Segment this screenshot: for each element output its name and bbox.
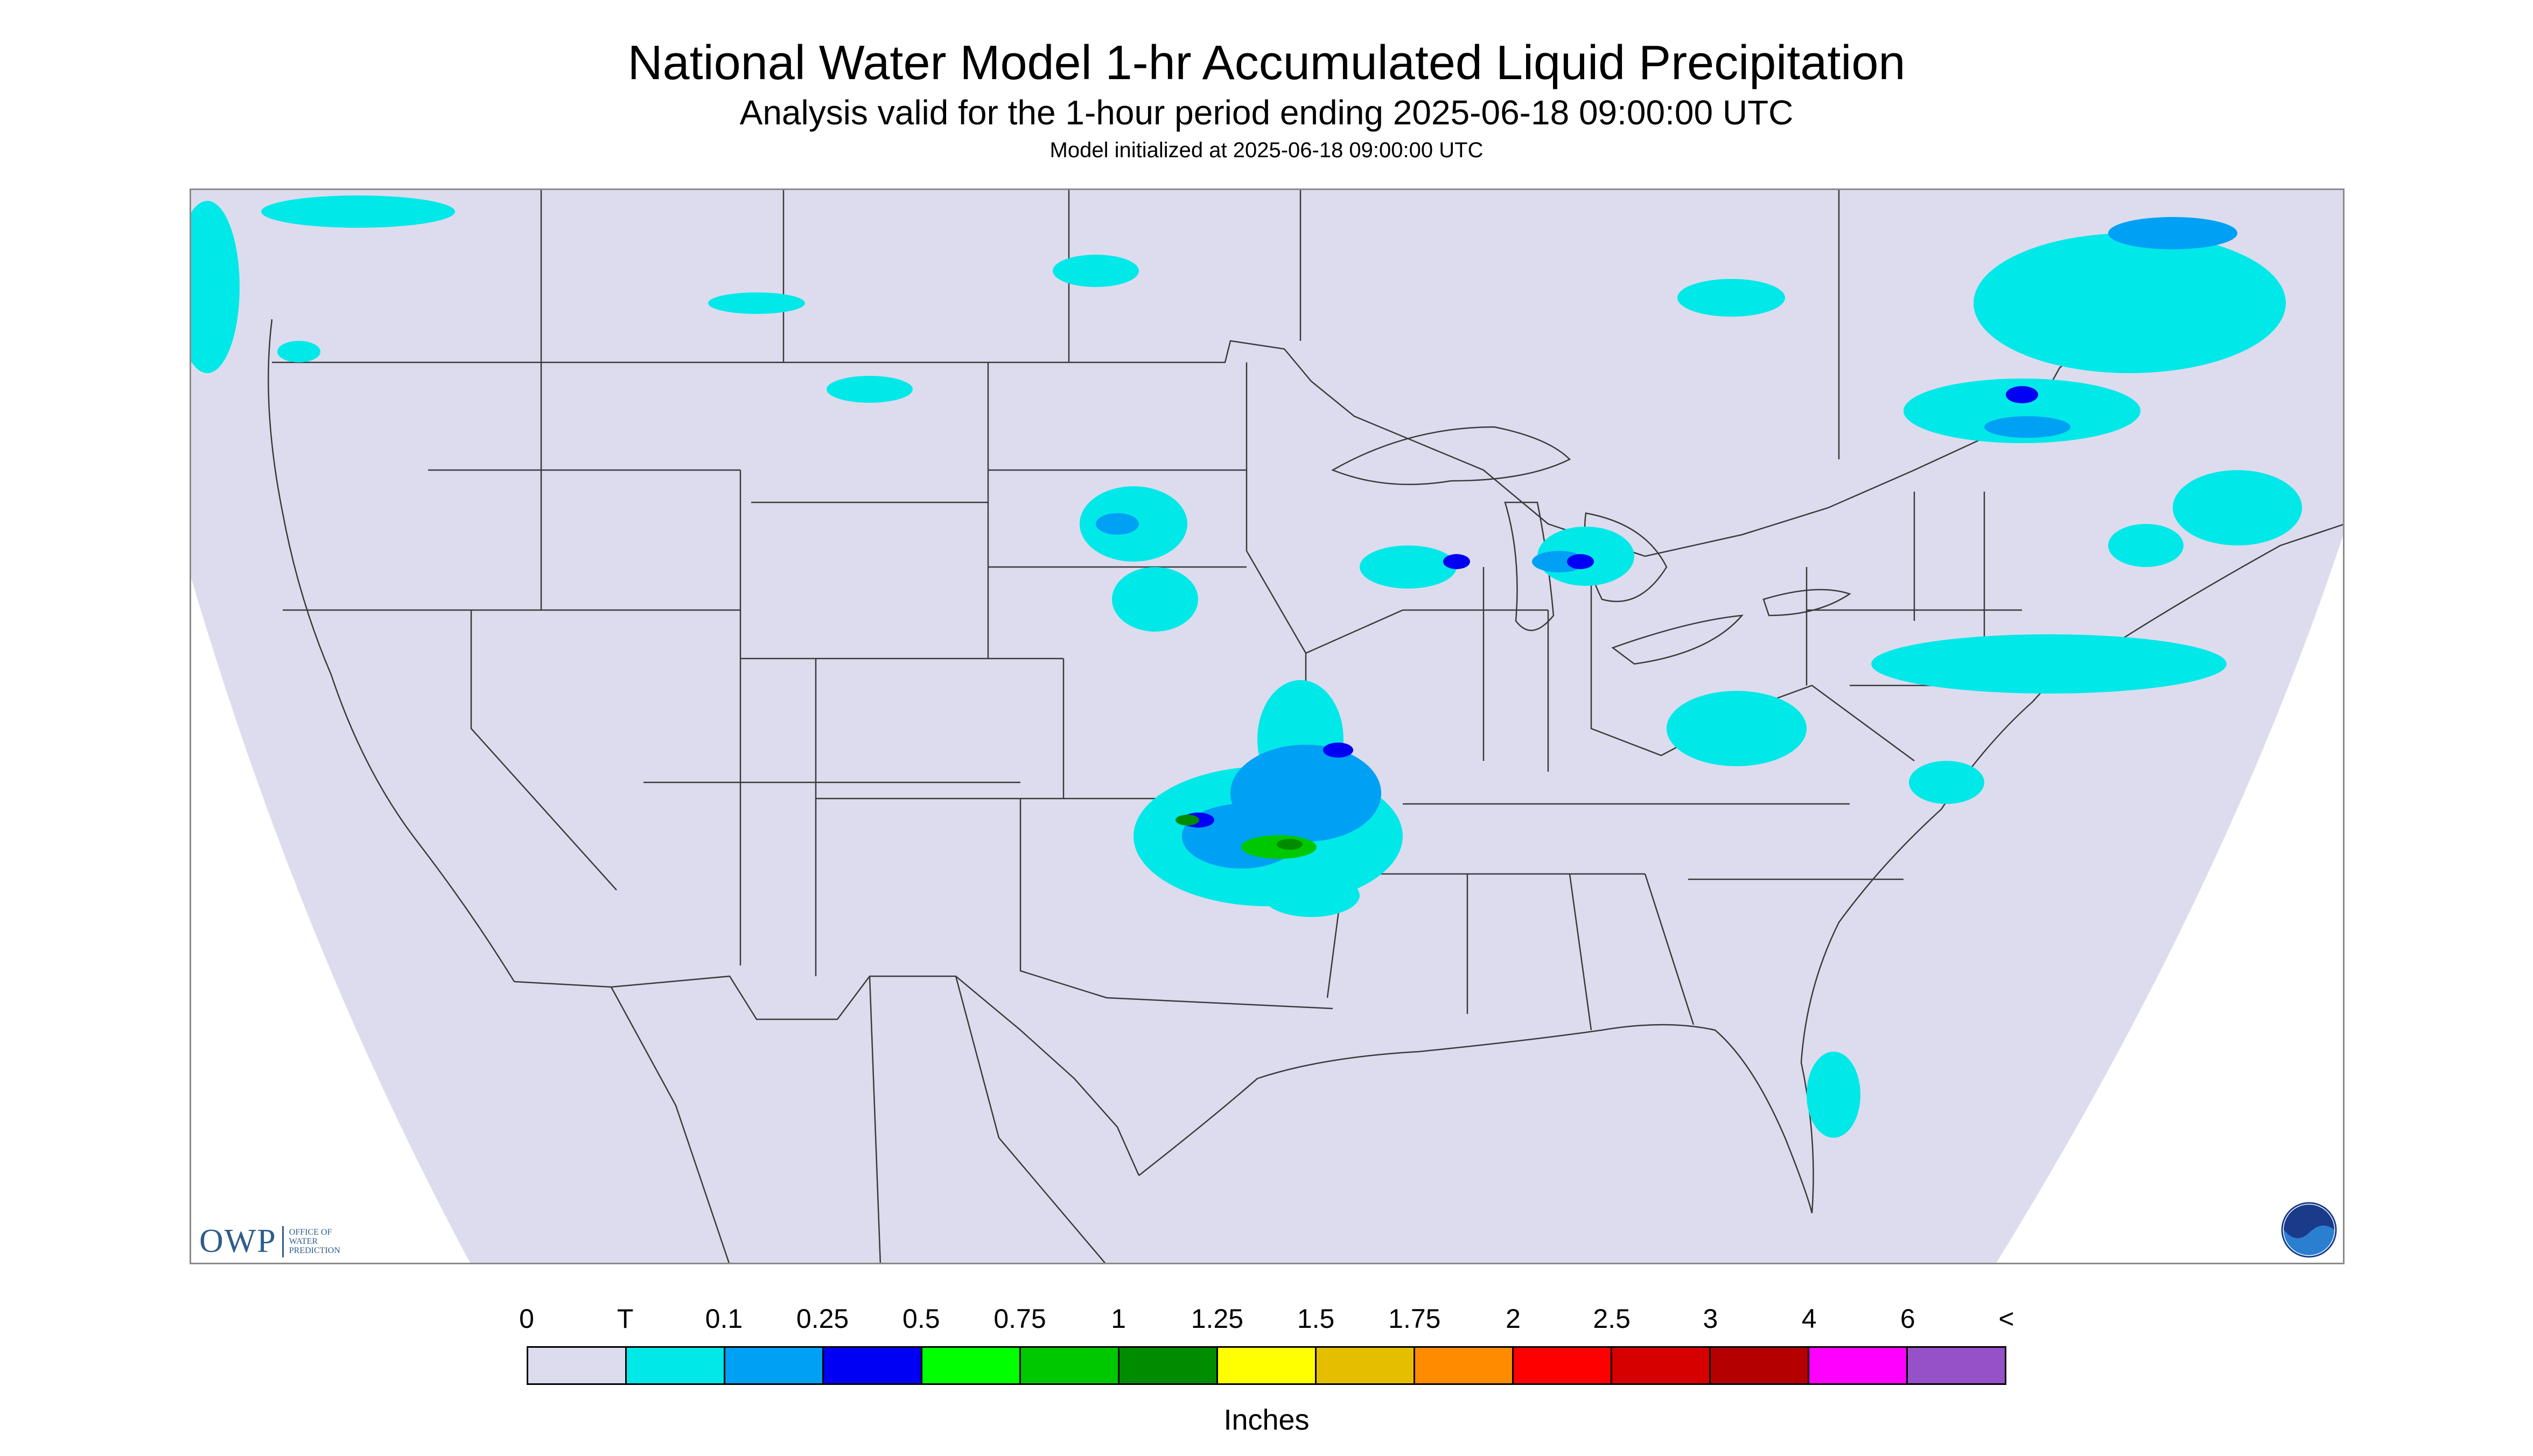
colorbar-tick-label: 6 (1900, 1304, 1915, 1334)
colorbar-tick-label: 2 (1506, 1304, 1521, 1334)
colorbar-tick-label: T (617, 1304, 634, 1334)
colorbar-swatch (1415, 1348, 1514, 1383)
legend-units: Inches (1223, 1404, 1310, 1436)
colorbar-swatch (528, 1348, 627, 1383)
precip-areas (191, 195, 2302, 1138)
map-canvas (191, 190, 2343, 1263)
colorbar-swatch (1119, 1348, 1218, 1383)
precip-colorbar (527, 1346, 2006, 1385)
colorbar-tick-label: 2.5 (1593, 1304, 1631, 1334)
colorbar-swatch (922, 1348, 1021, 1383)
colorbar-swatch (627, 1348, 725, 1383)
colorbar-tick-label: 0.75 (993, 1304, 1046, 1334)
colorbar-tick-label: 0.5 (902, 1304, 940, 1334)
noaa-logo-icon (2281, 1202, 2337, 1258)
colorbar-tick-label: 4 (1801, 1304, 1817, 1334)
owp-full-name: OFFICE OF WATER PREDICTION (289, 1228, 340, 1255)
west-coast (268, 319, 515, 982)
colorbar-tick-label: 0 (519, 1304, 534, 1334)
colorbar-swatch (1021, 1348, 1119, 1383)
colorbar-tick-label: 0.1 (705, 1304, 743, 1334)
owp-logo: OWP OFFICE OF WATER PREDICTION (199, 1222, 340, 1261)
colorbar-swatch (1317, 1348, 1415, 1383)
colorbar-tick-label: 3 (1703, 1304, 1718, 1334)
east-coast (1800, 524, 2343, 1214)
lake-superior (1331, 426, 1571, 485)
map-title: National Water Model 1-hr Accumulated Li… (627, 36, 1906, 90)
lake-erie (1611, 614, 1744, 665)
colorbar-swatch (1612, 1348, 1711, 1383)
colorbar-swatch (1711, 1348, 1809, 1383)
colorbar-tick-label: 1 (1111, 1304, 1126, 1334)
colorbar-tick-label: 1.75 (1388, 1304, 1441, 1334)
colorbar-swatch (1809, 1348, 1908, 1383)
colorbar-tick-label: 1.5 (1297, 1304, 1335, 1334)
model-init-time: Model initialized at 2025-06-18 09:00:00… (1049, 138, 1484, 162)
gulf-coast (1138, 1024, 1813, 1214)
colorbar-tick-label: 1.25 (1191, 1304, 1244, 1334)
owp-divider (282, 1226, 284, 1257)
owp-abbrev: OWP (199, 1223, 277, 1259)
colorbar-swatch (1514, 1348, 1612, 1383)
lake-ontario (1762, 589, 1851, 617)
colorbar-swatch (1908, 1348, 2005, 1383)
colorbar-swatch (824, 1348, 922, 1383)
colorbar-swatch (725, 1348, 824, 1383)
colorbar-swatch (1218, 1348, 1317, 1383)
map-subtitle: Analysis valid for the 1-hour period end… (739, 93, 1794, 132)
colorbar-tick-label: < (1998, 1304, 2014, 1334)
precipitation-map (190, 188, 2345, 1264)
colorbar-tick-label: 0.25 (796, 1304, 849, 1334)
